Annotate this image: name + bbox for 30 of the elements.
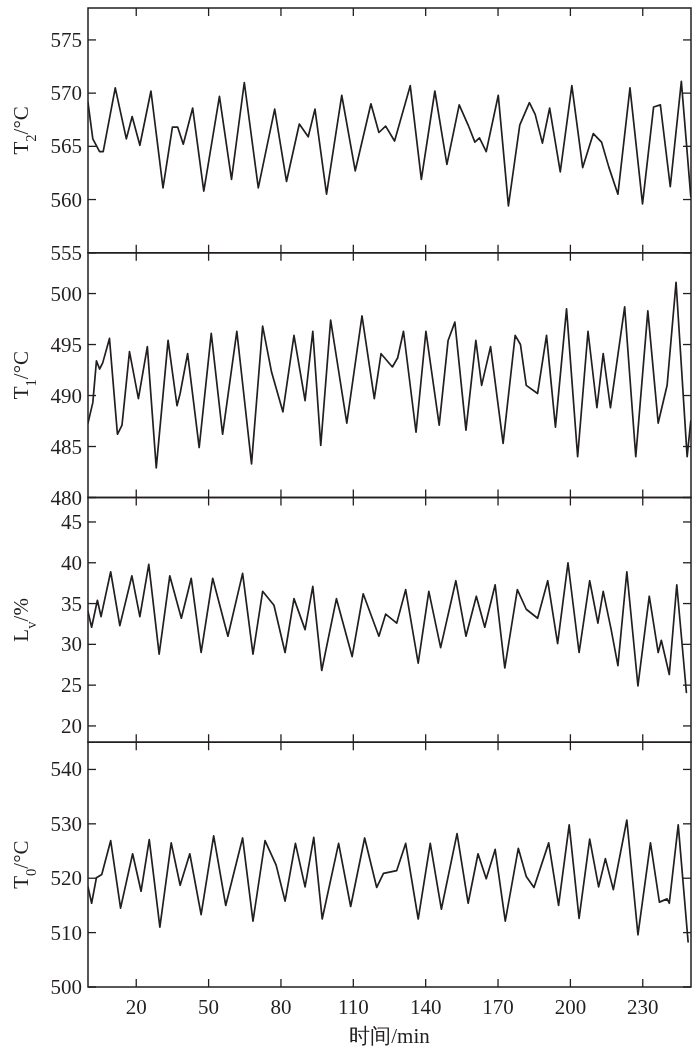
y-tick-label: 570 xyxy=(50,81,82,106)
y-tick-label: 560 xyxy=(50,187,82,212)
y-tick-label: 480 xyxy=(50,485,82,510)
x-tick-label: 230 xyxy=(627,995,659,1019)
x-tick-label: 200 xyxy=(554,995,587,1019)
y-tick-label: 485 xyxy=(50,434,82,459)
y-tick-label: 45 xyxy=(61,509,82,534)
y-tick-label: 510 xyxy=(50,920,82,945)
y-tick-label: 575 xyxy=(50,27,82,52)
y-tick-label: 565 xyxy=(50,134,82,159)
x-tick-label: 50 xyxy=(198,995,220,1019)
x-tick-label: 110 xyxy=(337,995,369,1019)
y-tick-label: 40 xyxy=(61,550,82,575)
y-tick-label: 555 xyxy=(50,240,82,265)
y-tick-label: 520 xyxy=(50,866,82,891)
y-tick-label: 500 xyxy=(50,281,82,306)
y-tick-label: 495 xyxy=(50,332,82,357)
y-tick-label: 25 xyxy=(61,673,82,698)
y-tick-label: 30 xyxy=(61,632,82,657)
x-axis-title: 时间/min xyxy=(349,1024,431,1048)
x-tick-label: 80 xyxy=(270,995,292,1019)
y-tick-label: 20 xyxy=(61,713,82,738)
x-tick-label: 170 xyxy=(482,995,514,1019)
y-tick-label: 530 xyxy=(50,811,82,836)
x-tick-label: 140 xyxy=(409,995,442,1019)
x-tick-label: 20 xyxy=(125,995,147,1019)
y-tick-label: 35 xyxy=(61,591,82,616)
y-tick-label: 500 xyxy=(50,975,82,999)
y-tick-label: 490 xyxy=(50,383,82,408)
y-tick-label: 540 xyxy=(50,757,82,782)
